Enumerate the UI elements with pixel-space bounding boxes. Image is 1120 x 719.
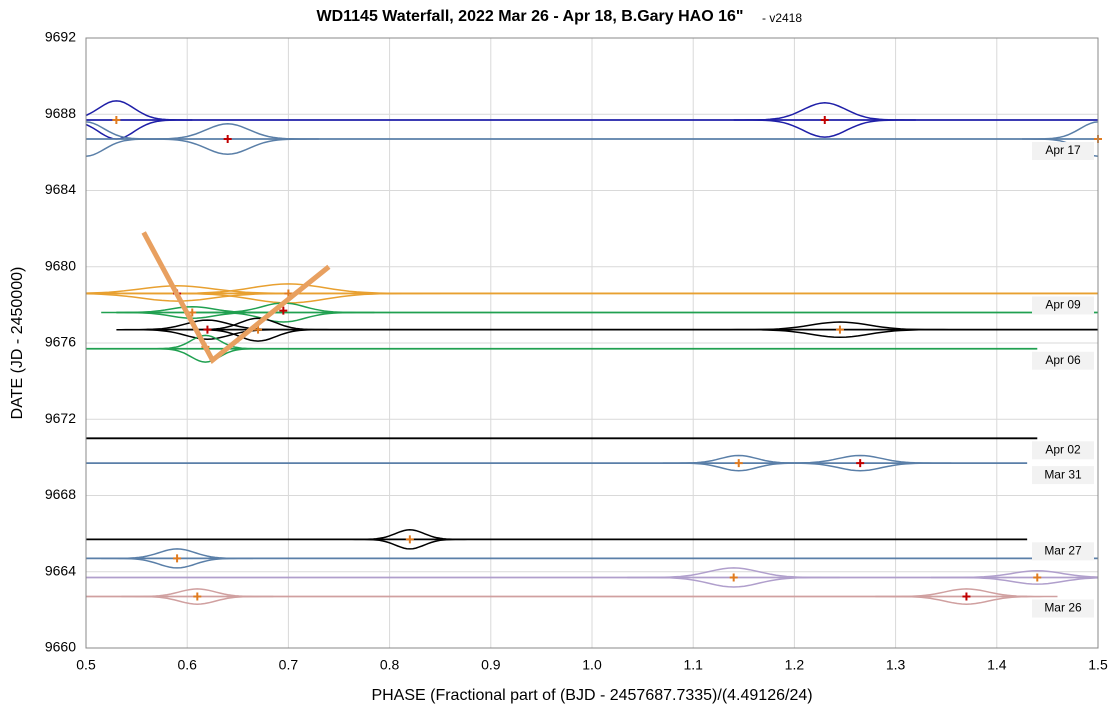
marker — [223, 135, 232, 144]
dip-lens — [101, 548, 253, 569]
chart-title: WD1145 Waterfall, 2022 Mar 26 - Apr 18, … — [316, 8, 743, 25]
dip-lens — [931, 570, 1098, 585]
series-label-box — [1032, 296, 1094, 315]
x-tick-label: 0.6 — [177, 657, 197, 673]
y-tick-label: 9660 — [45, 639, 76, 655]
x-tick-label: 0.7 — [279, 657, 299, 673]
series-label-box — [1032, 542, 1094, 561]
dip-lens — [86, 100, 193, 140]
y-tick-label: 9680 — [45, 257, 76, 273]
series-label-box — [1032, 599, 1094, 618]
dip-lens — [627, 567, 840, 588]
y-axis-label: DATE (JD - 2450000) — [9, 267, 26, 420]
x-tick-label: 0.8 — [380, 657, 400, 673]
dip-lens — [349, 529, 471, 550]
series-label: Mar 31 — [1044, 467, 1082, 481]
series-label-box — [1032, 351, 1094, 370]
series-label: Apr 02 — [1045, 442, 1081, 456]
dip-lens — [121, 588, 274, 605]
x-tick-label: 0.9 — [481, 657, 501, 673]
y-tick-label: 9668 — [45, 486, 76, 502]
marker — [405, 535, 414, 544]
y-tick-label: 9672 — [45, 410, 76, 426]
marker — [1033, 573, 1042, 582]
trend-line — [141, 231, 331, 364]
x-tick-label: 1.2 — [785, 657, 805, 673]
marker — [193, 592, 202, 601]
series-label: Mar 26 — [1044, 601, 1082, 615]
series-label-box — [1032, 441, 1094, 460]
x-tick-label: 1.0 — [582, 657, 602, 673]
dip-lens — [769, 454, 952, 472]
x-tick-label: 0.5 — [76, 657, 96, 673]
dip-lens — [662, 454, 815, 472]
overlay: Apr 17 Apr 09 Apr 06 Apr 02 Mar 31 Mar 27 Mar … — [112, 115, 1102, 618]
marker — [856, 459, 865, 468]
y-tick-label: 9664 — [45, 562, 76, 578]
x-tick-label: 1.4 — [987, 657, 1007, 673]
marker — [835, 325, 844, 334]
dip-lens — [144, 334, 267, 363]
plot-area — [86, 100, 1098, 605]
y-tick-label: 9684 — [45, 181, 76, 197]
series-label-box — [1032, 142, 1094, 161]
dip-lens — [116, 319, 299, 340]
y-tick-label: 9676 — [45, 334, 76, 350]
dip-lens — [718, 321, 962, 339]
marker — [729, 573, 738, 582]
chart-subtitle: - v2418 — [762, 11, 802, 25]
dip-lens — [136, 283, 441, 304]
y-tick-label: 9688 — [45, 105, 76, 121]
marker — [279, 306, 288, 315]
series-label: Apr 09 — [1045, 298, 1081, 312]
series-label-box — [1032, 466, 1094, 485]
marker — [734, 459, 743, 468]
y-tick-label: 9692 — [45, 29, 76, 45]
dip-lens — [86, 285, 329, 302]
marker — [203, 325, 212, 334]
plot-frame — [85, 37, 1099, 649]
dip-lens — [182, 317, 334, 342]
marker — [962, 592, 971, 601]
x-tick-label: 1.3 — [886, 657, 906, 673]
series-label: Mar 27 — [1044, 544, 1082, 558]
dip-lens — [875, 588, 1058, 605]
marker — [173, 554, 182, 563]
x-tick-label: 1.1 — [683, 657, 703, 673]
marker — [820, 115, 829, 124]
series-label: Apr 17 — [1045, 143, 1081, 157]
dip-lens — [136, 123, 319, 156]
dip-lens — [733, 102, 916, 138]
x-axis-label: PHASE (Fractional part of (BJD - 2457687… — [371, 687, 812, 704]
x-tick-label: 1.5 — [1088, 657, 1108, 673]
series-label: Apr 06 — [1045, 353, 1081, 367]
dip-lens — [192, 302, 375, 323]
dip-lens — [101, 306, 284, 319]
marker — [112, 115, 121, 124]
marker — [254, 325, 263, 334]
